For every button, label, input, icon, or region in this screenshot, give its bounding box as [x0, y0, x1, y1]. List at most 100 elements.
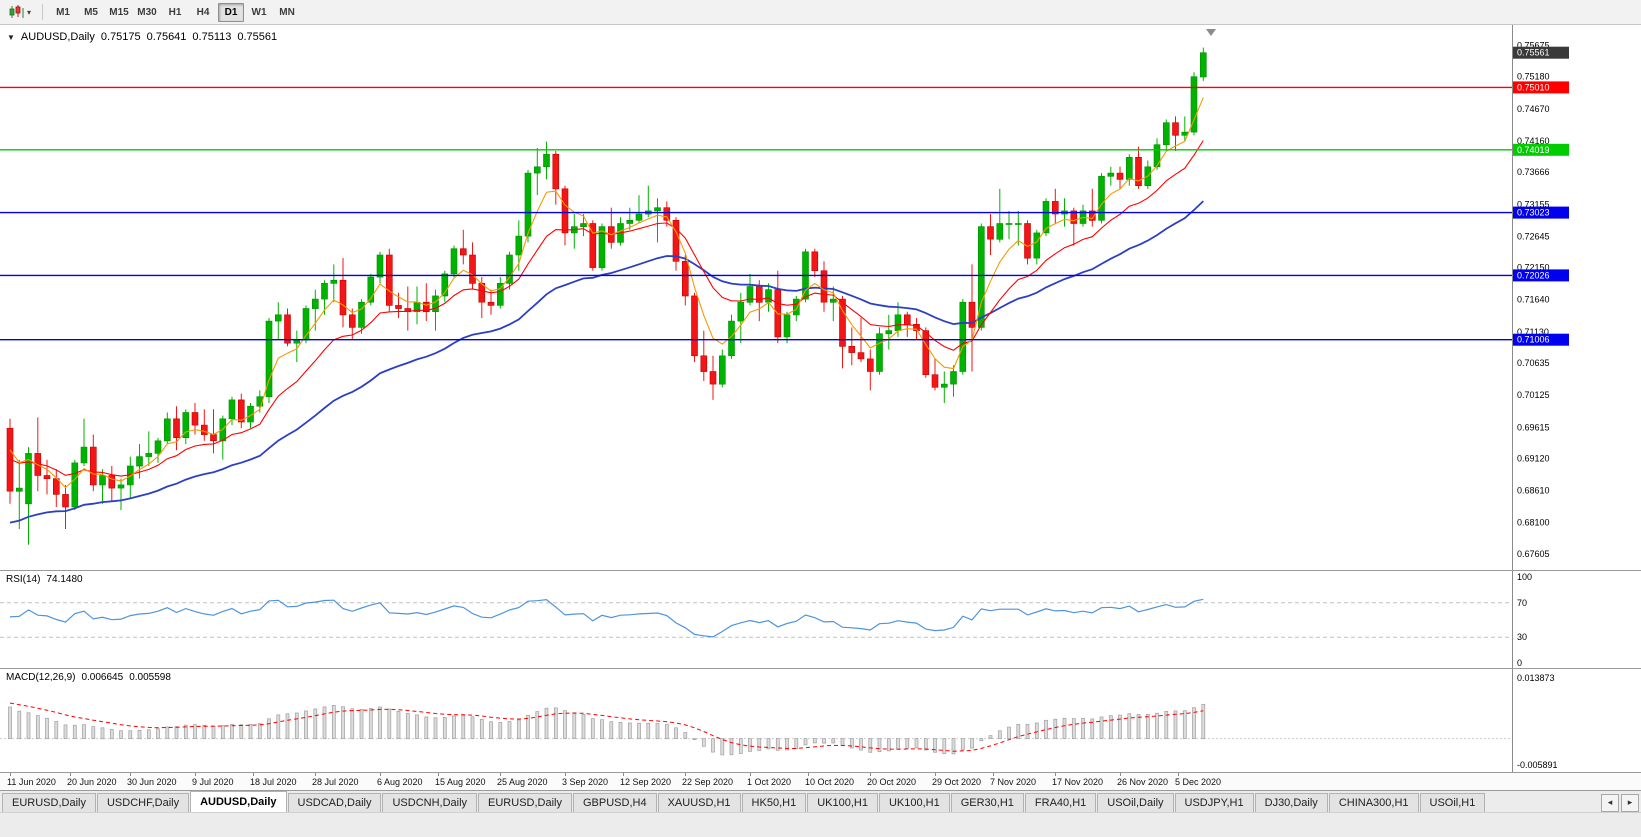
- chart-tab-uk100-h1[interactable]: UK100,H1: [878, 793, 950, 812]
- macd-panel[interactable]: 0.013873 -0.005891 MACD(12,26,9) 0.006645…: [0, 668, 1641, 772]
- date-tick: [315, 773, 316, 776]
- price-tick-label: 0.75180: [1517, 72, 1550, 82]
- timeframe-button-H4[interactable]: H4: [196, 6, 210, 18]
- date-label: 17 Nov 2020: [1052, 777, 1104, 787]
- timeframe-toolbar: ▾ M1 M5 M15 M30 H1 H4 D1 W1 MN: [0, 0, 1641, 25]
- moving-averages: [9, 97, 1204, 524]
- date-label: 5 Dec 2020: [1175, 777, 1222, 787]
- price-tick-label: 0.71640: [1517, 295, 1550, 305]
- date-tick: [623, 773, 624, 776]
- date-label: 6 Aug 2020: [377, 777, 423, 787]
- macd-axis-top-label: 0.013873: [1517, 673, 1555, 683]
- chart-tab-eurusd-daily[interactable]: EURUSD,Daily: [2, 793, 96, 812]
- date-tick: [1055, 773, 1056, 776]
- toolbar-separator: [42, 4, 44, 20]
- date-tick: [130, 773, 131, 776]
- date-tick: [993, 773, 994, 776]
- price-tick-label: 0.68610: [1517, 486, 1550, 496]
- collapse-triangle-icon: ▼: [7, 32, 15, 42]
- timeframe-button-M30[interactable]: M30: [137, 6, 157, 18]
- price-line-label: [1513, 81, 1569, 94]
- price-line-label: [1513, 143, 1569, 156]
- price-line-label-text: 0.74019: [1517, 145, 1550, 155]
- tabs-scroll-right-button[interactable]: ▸: [1621, 794, 1639, 812]
- chart-tab-ger30-h1[interactable]: GER30,H1: [950, 793, 1024, 812]
- timeframe-button-H1[interactable]: H1: [168, 6, 182, 18]
- price-chart-panel[interactable]: 0.75675 0.75180 0.74670 0.74160 0.73666 0.731…: [0, 25, 1641, 570]
- date-tick: [808, 773, 809, 776]
- macd-scale[interactable]: [1513, 669, 1641, 772]
- date-tick: [10, 773, 11, 776]
- macd-axis-bottom-label: -0.005891: [1517, 760, 1558, 770]
- chart-tab-fra40-h1[interactable]: FRA40,H1: [1024, 793, 1097, 812]
- date-label: 15 Aug 2020: [435, 777, 486, 787]
- date-tick: [70, 773, 71, 776]
- timeframe-button-M5[interactable]: M5: [84, 6, 98, 18]
- timeframe-button-M15[interactable]: M15: [109, 6, 129, 18]
- chart-type-button[interactable]: ▾: [4, 3, 36, 21]
- date-label: 29 Oct 2020: [932, 777, 982, 787]
- rsi-canvas[interactable]: 100 70 30 0: [0, 571, 1641, 668]
- price-tick-label: 0.69615: [1517, 422, 1550, 432]
- chart-tab-usdcad-daily[interactable]: USDCAD,Daily: [287, 793, 382, 812]
- date-label: 1 Oct 2020: [747, 777, 792, 787]
- chart-tab-uk100-h1[interactable]: UK100,H1: [807, 793, 878, 812]
- chart-tab-hk50-h1[interactable]: HK50,H1: [741, 793, 807, 812]
- chart-tab-china300-h1[interactable]: CHINA300,H1: [1328, 793, 1419, 812]
- date-label: 9 Jul 2020: [192, 777, 234, 787]
- rsi-tick-label: 100: [1517, 572, 1532, 582]
- date-tick: [1120, 773, 1121, 776]
- chart-tab-xauusd-h1[interactable]: XAUUSD,H1: [657, 793, 741, 812]
- macd-main-value: 0.006645: [81, 672, 124, 683]
- timeframe-button-MN[interactable]: MN: [279, 6, 295, 18]
- price-scale[interactable]: [1513, 25, 1641, 570]
- macd-canvas[interactable]: 0.013873 -0.005891: [0, 669, 1641, 772]
- price-tick-label: 0.70635: [1517, 358, 1550, 368]
- chart-tab-usdcnh-daily[interactable]: USDCNH,Daily: [382, 793, 478, 812]
- timeframe-button-W1[interactable]: W1: [251, 6, 267, 18]
- rsi-panel[interactable]: 100 70 30 0 RSI(14) 74.1480: [0, 570, 1641, 668]
- ohlc-close: 0.75561: [237, 31, 278, 43]
- date-label: 20 Oct 2020: [867, 777, 917, 787]
- ohlc-low: 0.75113: [192, 31, 232, 43]
- chart-tab-usoil-daily[interactable]: USOil,Daily: [1097, 793, 1174, 812]
- macd-label: MACD(12,26,9) 0.006645 0.005598: [6, 672, 171, 683]
- tabs-scroll-left-button[interactable]: ◂: [1601, 794, 1619, 812]
- chart-tab-usdjpy-h1[interactable]: USDJPY,H1: [1174, 793, 1254, 812]
- date-label: 3 Sep 2020: [562, 777, 609, 787]
- rsi-name: RSI(14): [6, 574, 41, 585]
- date-tick: [685, 773, 686, 776]
- chart-tab-usdchf-daily[interactable]: USDCHF,Daily: [96, 793, 190, 812]
- date-tick: [500, 773, 501, 776]
- current-price-label: [1513, 46, 1569, 59]
- date-label: 26 Nov 2020: [1117, 777, 1169, 787]
- current-price-text: 0.75561: [1517, 48, 1550, 58]
- date-label: 18 Jul 2020: [250, 777, 297, 787]
- price-tick-label: 0.75675: [1517, 41, 1550, 51]
- timeframe-button-M1[interactable]: M1: [56, 6, 70, 18]
- date-label: 28 Jul 2020: [312, 777, 359, 787]
- price-chart-canvas[interactable]: 0.75675 0.75180 0.74670 0.74160 0.73666 0.731…: [0, 25, 1641, 570]
- rsi-tick-label: 0: [1517, 658, 1522, 668]
- status-strip: [0, 812, 1641, 837]
- price-tick-label: 0.71130: [1517, 327, 1549, 337]
- date-label: 7 Nov 2020: [990, 777, 1037, 787]
- date-tick: [750, 773, 751, 776]
- chart-tab-eurusd-daily[interactable]: EURUSD,Daily: [478, 793, 572, 812]
- rsi-scale[interactable]: [1513, 571, 1641, 668]
- chart-tab-gbpusd-h4[interactable]: GBPUSD,H4: [573, 793, 657, 812]
- chart-tab-audusd-daily[interactable]: AUDUSD,Daily: [190, 791, 287, 812]
- date-label: 25 Aug 2020: [497, 777, 548, 787]
- chart-tab-usoil-h1[interactable]: USOil,H1: [1419, 793, 1486, 812]
- date-tick: [565, 773, 566, 776]
- price-tick-label: 0.67605: [1517, 549, 1550, 559]
- date-tick: [195, 773, 196, 776]
- price-line-label: [1513, 333, 1569, 346]
- price-line-label-text: 0.75010: [1517, 82, 1550, 92]
- chart-tab-dj30-daily[interactable]: DJ30,Daily: [1254, 793, 1328, 812]
- date-label: 12 Sep 2020: [620, 777, 672, 787]
- price-line-label-text: 0.72026: [1517, 270, 1550, 280]
- price-tick-label: 0.72645: [1517, 231, 1550, 241]
- timeframe-button-D1[interactable]: D1: [218, 2, 245, 22]
- time-scale[interactable]: 11 Jun 2020 20 Jun 2020 30 Jun 2020 9 Jul 2…: [0, 772, 1641, 790]
